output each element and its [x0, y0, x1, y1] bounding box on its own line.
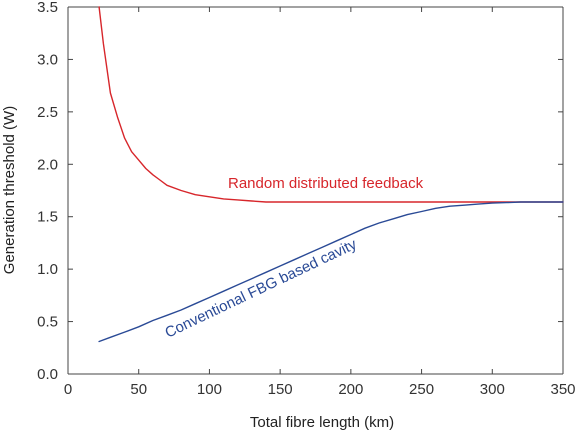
y-tick-label: 1.0: [37, 261, 58, 278]
y-tick-label: 2.0: [37, 156, 58, 173]
y-tick-label: 3.0: [37, 51, 58, 68]
annotation-random-distributed-feedback: Random distributed feedback: [228, 175, 424, 192]
y-tick-label: 3.5: [37, 0, 58, 16]
y-axis-ticks: 0.0 0.5 1.0 1.5 2.0 2.5 3.0 3.5: [37, 0, 563, 383]
y-tick-label: 1.5: [37, 209, 58, 226]
y-tick-label: 2.5: [37, 104, 58, 121]
series-annotations: Random distributed feedback Conventional…: [162, 175, 423, 342]
x-tick-label: 50: [130, 381, 147, 398]
x-tick-label: 350: [550, 381, 575, 398]
x-tick-label: 150: [268, 381, 293, 398]
x-tick-label: 0: [64, 381, 72, 398]
y-tick-label: 0.5: [37, 314, 58, 331]
y-axis-title: Generation threshold (W): [1, 106, 18, 274]
x-tick-label: 100: [197, 381, 222, 398]
plot-frame: [67, 6, 564, 375]
series-lines: [98, 6, 564, 343]
x-axis-title: Total fibre length (km): [250, 414, 394, 431]
annotation-conventional-fbg-cavity: Conventional FBG based cavity: [162, 236, 359, 342]
x-tick-label: 300: [480, 381, 505, 398]
series-line-random-distributed-feedback: [98, 6, 564, 203]
x-axis-ticks: 0 50 100 150 200 250 300 350: [64, 7, 576, 398]
series-line-conventional-fbg-cavity: [98, 201, 564, 343]
y-tick-label: 0.0: [37, 366, 58, 383]
x-tick-label: 250: [409, 381, 434, 398]
x-tick-label: 200: [338, 381, 363, 398]
